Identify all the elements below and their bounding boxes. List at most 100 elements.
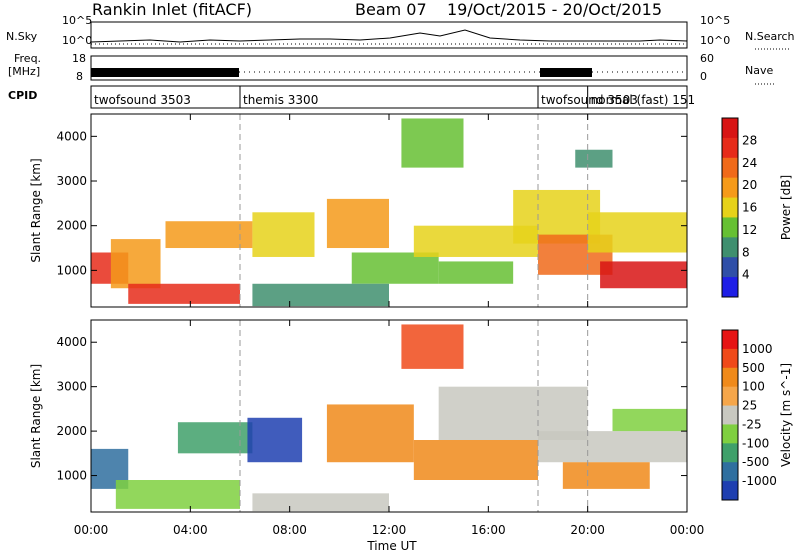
colorbar-tick-label: 8 — [742, 245, 750, 259]
colorbar-segment — [722, 277, 738, 298]
colorbar-tick-label: -500 — [742, 455, 769, 469]
date-range: 19/Oct/2015 - 20/Oct/2015 — [447, 0, 662, 19]
x-tick-label: 12:00 — [372, 523, 407, 537]
cpid-segment-label: normal (fast) 151 — [591, 93, 695, 107]
data-region — [115, 480, 240, 509]
x-tick-label: 20:00 — [570, 523, 605, 537]
y-tick-label: 1000 — [56, 469, 87, 483]
colorbar-label: Velocity [m s^-1] — [779, 363, 793, 467]
colorbar-tick-label: 12 — [742, 223, 757, 237]
freq-band-1 — [91, 68, 239, 77]
data-region — [401, 118, 464, 168]
data-region — [575, 149, 613, 168]
y-axis-label: Slant Range [km] — [29, 158, 43, 262]
colorbar-segment — [722, 217, 738, 238]
colorbar-segment — [722, 348, 738, 369]
colorbar-tick-label: -100 — [742, 436, 769, 450]
nsearch-label: N.Search — [745, 30, 795, 43]
data-region — [538, 431, 687, 463]
power-colorbar: 28 24 20 16 12 8 4 Power [dB] — [721, 117, 793, 298]
data-region — [562, 462, 650, 489]
colorbar-segment — [722, 330, 738, 350]
data-region — [128, 283, 240, 304]
colorbar-segment — [722, 405, 738, 425]
freq-unit-label: [MHz] — [8, 65, 41, 78]
velocity-panel: 1000 2000 3000 4000 00:00 04:00 08:00 12:00 16:0… — [29, 319, 705, 537]
x-tick-label: 04:00 — [173, 523, 208, 537]
y-tick-label: 3000 — [56, 174, 87, 188]
freq-tick-top: 18 — [72, 52, 86, 65]
colorbar-segment — [722, 118, 738, 139]
x-axis-label: Time UT — [366, 539, 417, 553]
data-region — [326, 404, 414, 463]
cpid-segment-label: themis 3300 — [243, 93, 318, 107]
nave-tick-bottom: 0 — [700, 70, 707, 83]
data-region — [587, 212, 687, 253]
nsky-tick-top: 10^5 — [62, 14, 93, 27]
freq-tick-bottom: 8 — [76, 70, 83, 83]
nsearch-tick-top: 10^5 — [700, 14, 731, 27]
colorbar-segment — [722, 257, 738, 278]
y-tick-label: 2000 — [56, 219, 87, 233]
nsky-trace — [90, 29, 688, 43]
colorbar-tick-label: 20 — [742, 178, 757, 192]
colorbar-segment — [722, 137, 738, 159]
colorbar-tick-label: 16 — [742, 201, 757, 215]
colorbar-frame — [721, 329, 739, 501]
nsky-strip-frame — [90, 21, 688, 49]
y-tick-label: 3000 — [56, 380, 87, 394]
cpid-frame — [90, 85, 688, 109]
y-tick-label: 2000 — [56, 424, 87, 438]
colorbar-segment — [722, 367, 738, 388]
colorbar-tick-label: 1000 — [742, 342, 773, 356]
colorbar-label: Power [dB] — [779, 175, 793, 240]
cpid-segment-label: twofsound 3503 — [94, 93, 191, 107]
colorbar-segment — [722, 386, 738, 407]
colorbar-tick-label: 25 — [742, 399, 757, 413]
data-region — [438, 261, 514, 284]
colorbar-tick-label: 4 — [742, 268, 750, 282]
x-tick-label: 08:00 — [272, 523, 307, 537]
data-region — [600, 261, 687, 289]
colorbar-segment — [722, 177, 738, 199]
colorbar-tick-label: -25 — [742, 417, 762, 431]
nsky-label: N.Sky — [6, 30, 38, 43]
x-tick-label: 00:00 — [670, 523, 705, 537]
colorbar-frame — [721, 117, 739, 298]
data-region — [252, 493, 389, 512]
nsky-tick-bottom: 10^0 — [62, 34, 93, 47]
y-tick-label: 4000 — [56, 335, 87, 349]
data-region — [326, 198, 389, 249]
x-tick-label: 00:00 — [74, 523, 109, 537]
nsearch-tick-bottom: 10^0 — [700, 34, 731, 47]
freq-band-2 — [540, 68, 592, 77]
data-region — [252, 283, 389, 307]
y-tick-label: 1000 — [56, 263, 87, 277]
data-region — [612, 408, 687, 432]
y-tick-label: 4000 — [56, 129, 87, 143]
data-region — [177, 422, 253, 454]
colorbar-tick-label: -1000 — [742, 474, 777, 488]
x-tick-label: 16:00 — [471, 523, 506, 537]
y-axis-label: Slant Range [km] — [29, 364, 43, 468]
beam-label: Beam 07 — [355, 0, 427, 19]
colorbar-segment — [722, 237, 738, 258]
data-region — [351, 252, 439, 284]
colorbar-segment — [722, 197, 738, 218]
freq-label: Freq. — [14, 52, 42, 65]
colorbar-tick-label: 24 — [742, 156, 757, 170]
station-title: Rankin Inlet (fitACF) — [92, 0, 253, 19]
cpid-bar: twofsound 3503 themis 3300 twofsound 3503n… — [90, 85, 695, 109]
data-region — [247, 417, 303, 463]
cpid-segment-label: twofsound 3503 — [541, 93, 638, 107]
data-region — [401, 324, 464, 369]
data-region — [252, 212, 315, 257]
colorbar-segment — [722, 424, 738, 444]
colorbar-segment — [722, 443, 738, 463]
colorbar-segment — [722, 157, 738, 179]
colorbar-segment — [722, 481, 738, 501]
nave-label: Nave — [745, 64, 774, 77]
data-region — [110, 239, 161, 289]
